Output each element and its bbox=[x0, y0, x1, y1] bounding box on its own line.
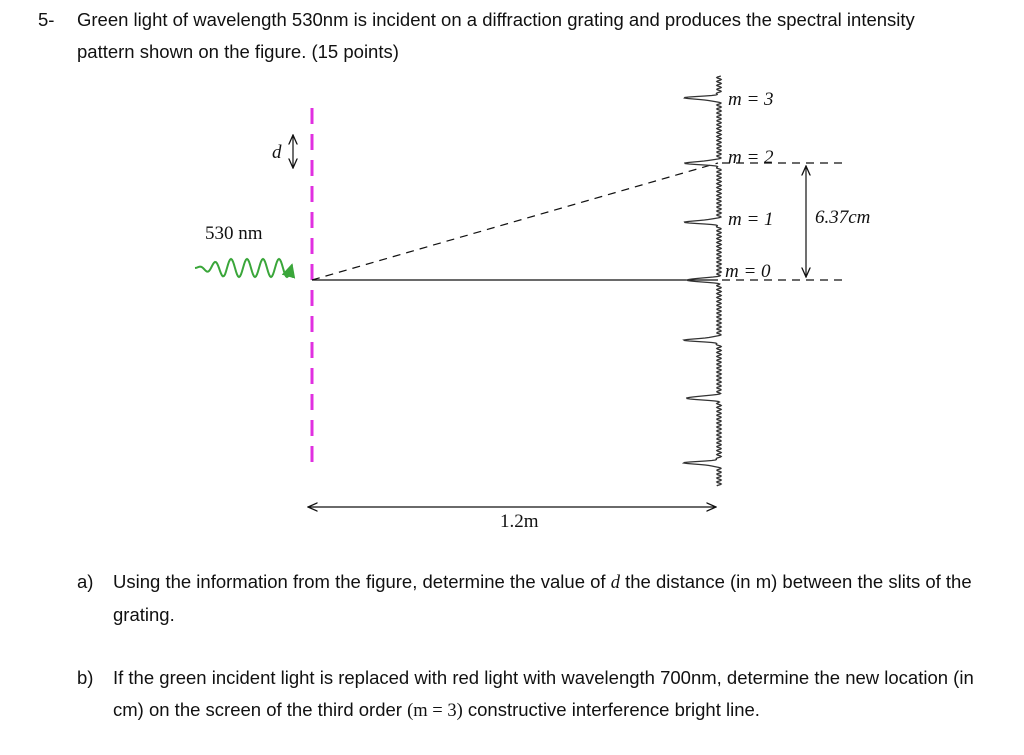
ray-m2 bbox=[311, 162, 719, 281]
intensity-pattern bbox=[681, 75, 723, 487]
order-label: m = 2 bbox=[728, 147, 774, 168]
order-label: m = 0 bbox=[725, 261, 771, 282]
figure: d 530 nm m = 3 m = 2 m = 1 m = 0 6.37cm … bbox=[194, 75, 870, 532]
height-label: 6.37cm bbox=[815, 207, 870, 228]
math: d bbox=[610, 573, 620, 593]
text: constructive interference bright line. bbox=[462, 699, 760, 720]
part-label: a) bbox=[77, 571, 94, 592]
part-text: Using the information from the figure, d… bbox=[113, 566, 1008, 631]
distance-label: 1.2m bbox=[500, 511, 539, 532]
d-label: d bbox=[272, 142, 282, 163]
part-text: If the green incident light is replaced … bbox=[113, 662, 1008, 727]
part-label: b) bbox=[77, 667, 94, 688]
order-label: m = 1 bbox=[728, 209, 774, 230]
text: the distance (in m) between the slits of… bbox=[113, 571, 972, 625]
order-label: m = 3 bbox=[728, 89, 774, 110]
math: (m = 3) bbox=[407, 701, 463, 721]
wavelength-label: 530 nm bbox=[205, 223, 263, 244]
text: If the green incident light is replaced … bbox=[113, 667, 974, 720]
text: Using the information from the figure, d… bbox=[113, 571, 611, 592]
incident-wave bbox=[194, 257, 296, 279]
question-text: Green light of wavelength 530nm is incid… bbox=[77, 9, 915, 62]
question-number: 5- bbox=[38, 9, 55, 30]
